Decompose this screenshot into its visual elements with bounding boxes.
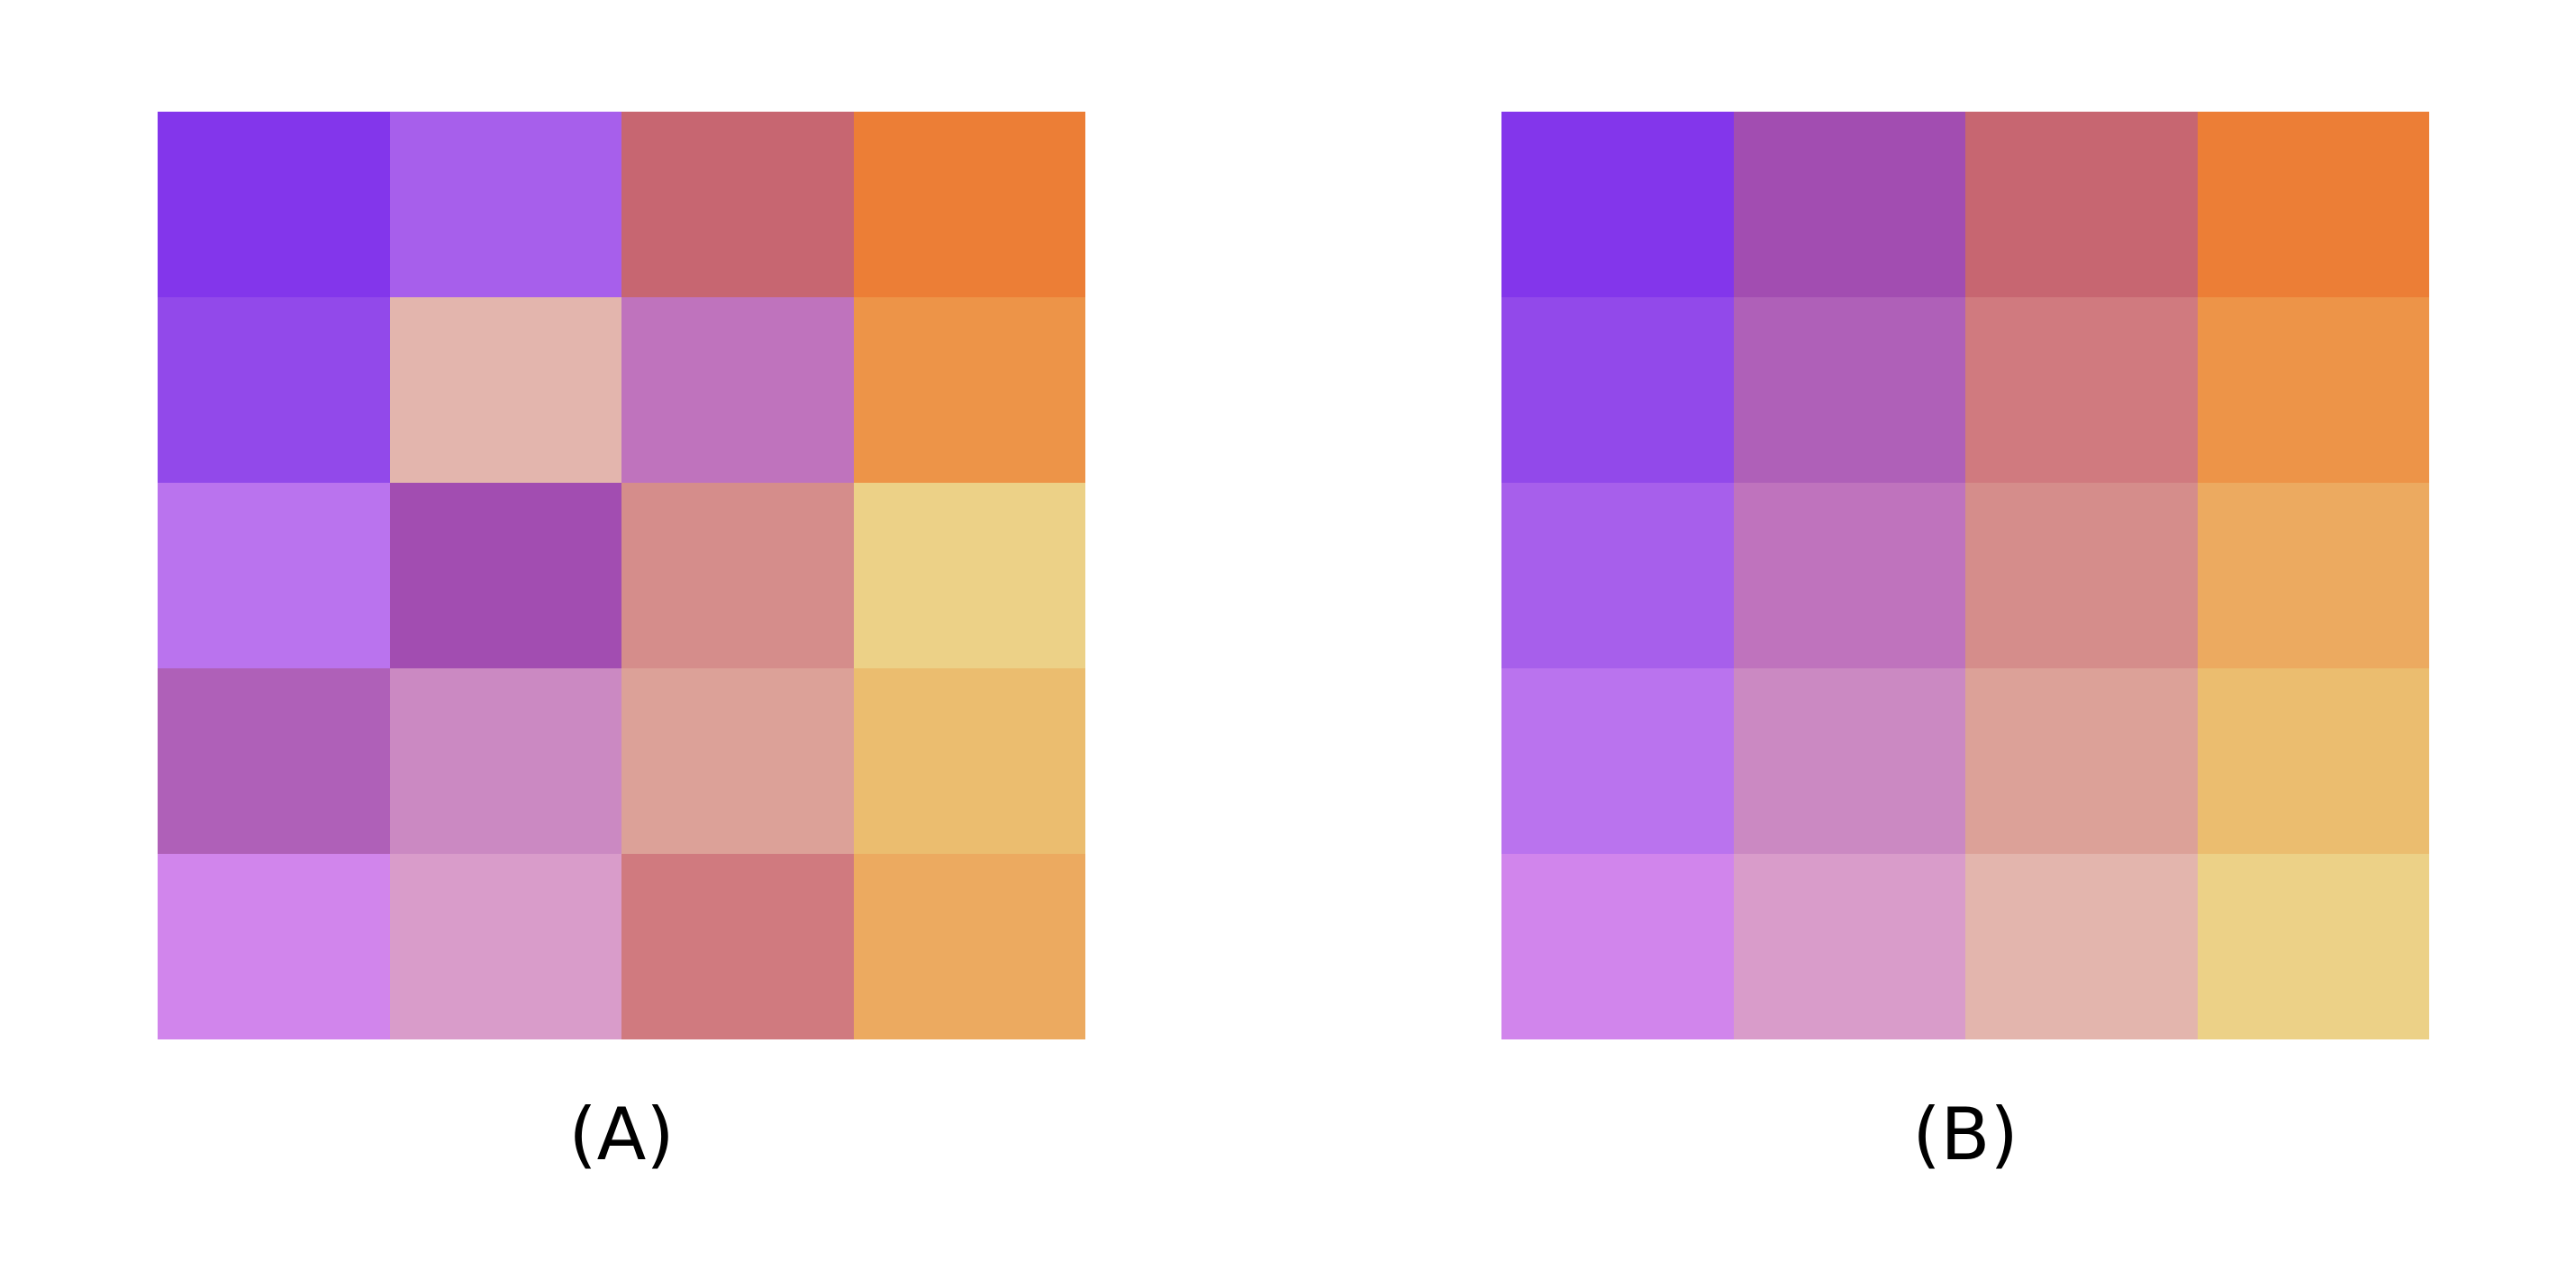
puzzle-a-grid [158,112,1085,1039]
color-tile-a-r4-c1[interactable] [158,668,390,854]
color-tile-b-r3-c4[interactable] [2197,483,2429,668]
puzzle-b: (B) [1501,112,2429,1176]
color-tile-b-r5-c2[interactable] [1733,854,1965,1039]
color-tile-b-r2-c2[interactable] [1733,297,1965,483]
color-tile-a-r3-c3[interactable] [621,483,854,668]
color-tile-a-r4-c4[interactable] [853,668,1085,854]
color-tile-b-r1-c2[interactable] [1733,112,1965,297]
color-tile-b-r5-c4[interactable] [2197,854,2429,1039]
color-tile-b-r4-c1[interactable] [1501,668,1734,854]
color-tile-b-r2-c4[interactable] [2197,297,2429,483]
color-tile-b-r5-c3[interactable] [1965,854,2198,1039]
color-tile-b-r4-c4[interactable] [2197,668,2429,854]
puzzle-a: (A) [158,112,1085,1176]
color-tile-a-r2-c3[interactable] [621,297,854,483]
color-tile-b-r2-c1[interactable] [1501,297,1734,483]
color-tile-a-r3-c2[interactable] [389,483,621,668]
color-tile-b-r3-c1[interactable] [1501,483,1734,668]
puzzle-b-grid [1501,112,2429,1039]
color-tile-a-r5-c2[interactable] [389,854,621,1039]
color-tile-a-r5-c1[interactable] [158,854,390,1039]
color-tile-b-r4-c2[interactable] [1733,668,1965,854]
color-tile-a-r1-c3[interactable] [621,112,854,297]
color-tile-a-r4-c2[interactable] [389,668,621,854]
puzzle-b-label: (B) [1912,1093,2018,1176]
color-tile-b-r1-c1[interactable] [1501,112,1734,297]
color-tile-a-r1-c4[interactable] [853,112,1085,297]
color-tile-a-r2-c4[interactable] [853,297,1085,483]
color-tile-b-r3-c3[interactable] [1965,483,2198,668]
color-tile-a-r5-c4[interactable] [853,854,1085,1039]
color-tile-a-r2-c2[interactable] [389,297,621,483]
color-tile-a-r1-c1[interactable] [158,112,390,297]
color-tile-b-r2-c3[interactable] [1965,297,2198,483]
color-tile-b-r5-c1[interactable] [1501,854,1734,1039]
color-tile-b-r4-c3[interactable] [1965,668,2198,854]
color-tile-a-r1-c2[interactable] [389,112,621,297]
color-tile-b-r3-c2[interactable] [1733,483,1965,668]
color-tile-a-r5-c3[interactable] [621,854,854,1039]
puzzle-a-label: (A) [568,1093,675,1176]
color-tile-b-r1-c3[interactable] [1965,112,2198,297]
color-tile-b-r1-c4[interactable] [2197,112,2429,297]
color-tile-a-r2-c1[interactable] [158,297,390,483]
color-tile-a-r3-c1[interactable] [158,483,390,668]
color-tile-a-r3-c4[interactable] [853,483,1085,668]
color-tile-a-r4-c3[interactable] [621,668,854,854]
